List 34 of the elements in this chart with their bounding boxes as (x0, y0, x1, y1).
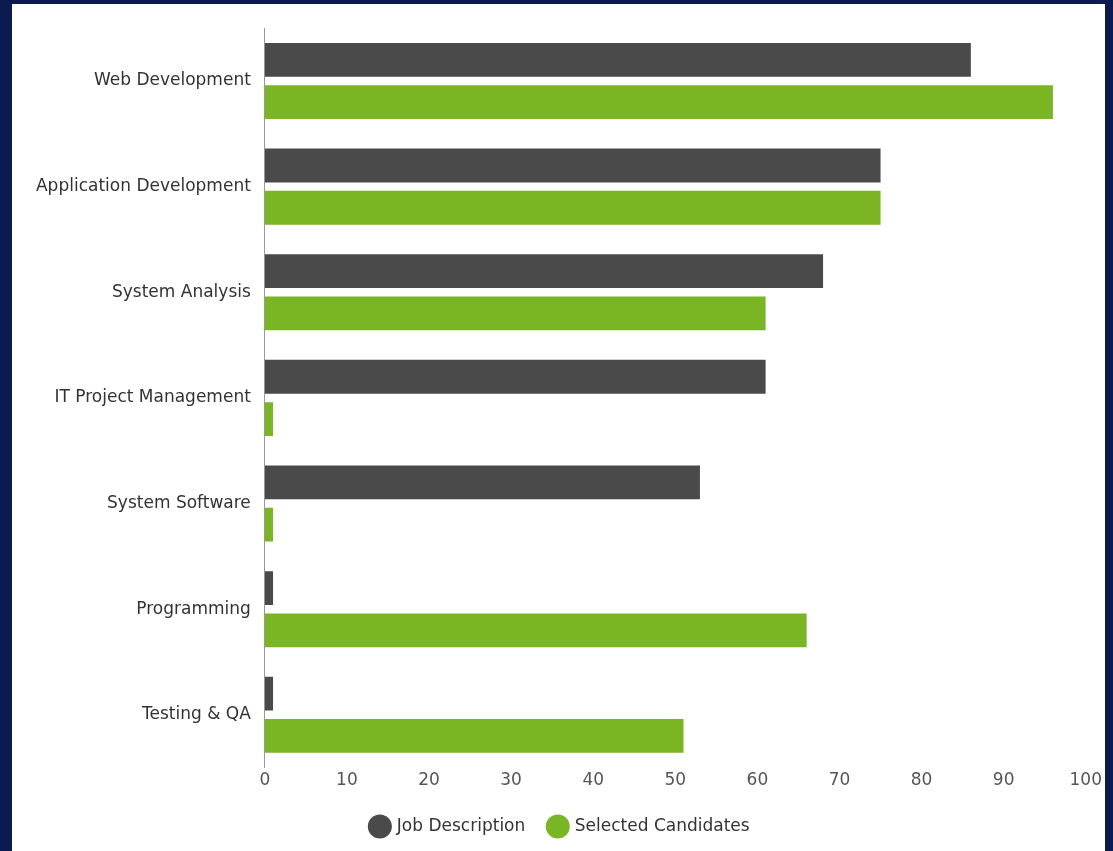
y-tick-label: IT Project Management (54, 386, 252, 407)
x-tick-label: 100 (1069, 769, 1102, 790)
bar (264, 359, 766, 394)
bar (264, 190, 881, 225)
legend-label: Selected Candidates (574, 814, 750, 835)
y-tick-label: System Software (107, 491, 251, 512)
x-tick-label: 20 (418, 769, 440, 790)
y-tick-label: Programming (136, 597, 251, 618)
x-tick-label: 50 (664, 769, 687, 790)
bar (264, 42, 971, 77)
bar (264, 465, 700, 500)
legend-label: Job Description (395, 814, 526, 835)
x-tick-label: 40 (582, 769, 605, 790)
x-tick-label: 70 (828, 769, 851, 790)
x-tick-label: 30 (500, 769, 522, 790)
bar (264, 571, 274, 605)
x-tick-label: 10 (336, 769, 358, 790)
x-tick-label: 0 (259, 769, 271, 790)
bar (264, 613, 807, 648)
bar (264, 676, 274, 711)
bar (264, 148, 881, 183)
x-tick-label: 60 (746, 769, 769, 790)
y-tick-label: Application Development (35, 175, 252, 196)
x-tick-label: 90 (992, 769, 1015, 790)
y-tick-label: Web Development (93, 69, 252, 90)
bar (264, 296, 766, 331)
bar (264, 719, 684, 753)
x-tick-label: 80 (910, 769, 933, 790)
bar (264, 254, 824, 289)
bar (264, 507, 274, 542)
bar (264, 402, 274, 436)
y-tick-label: Testing & QA (140, 703, 252, 724)
bar (264, 85, 1053, 120)
y-tick-label: System Analysis (111, 280, 251, 301)
